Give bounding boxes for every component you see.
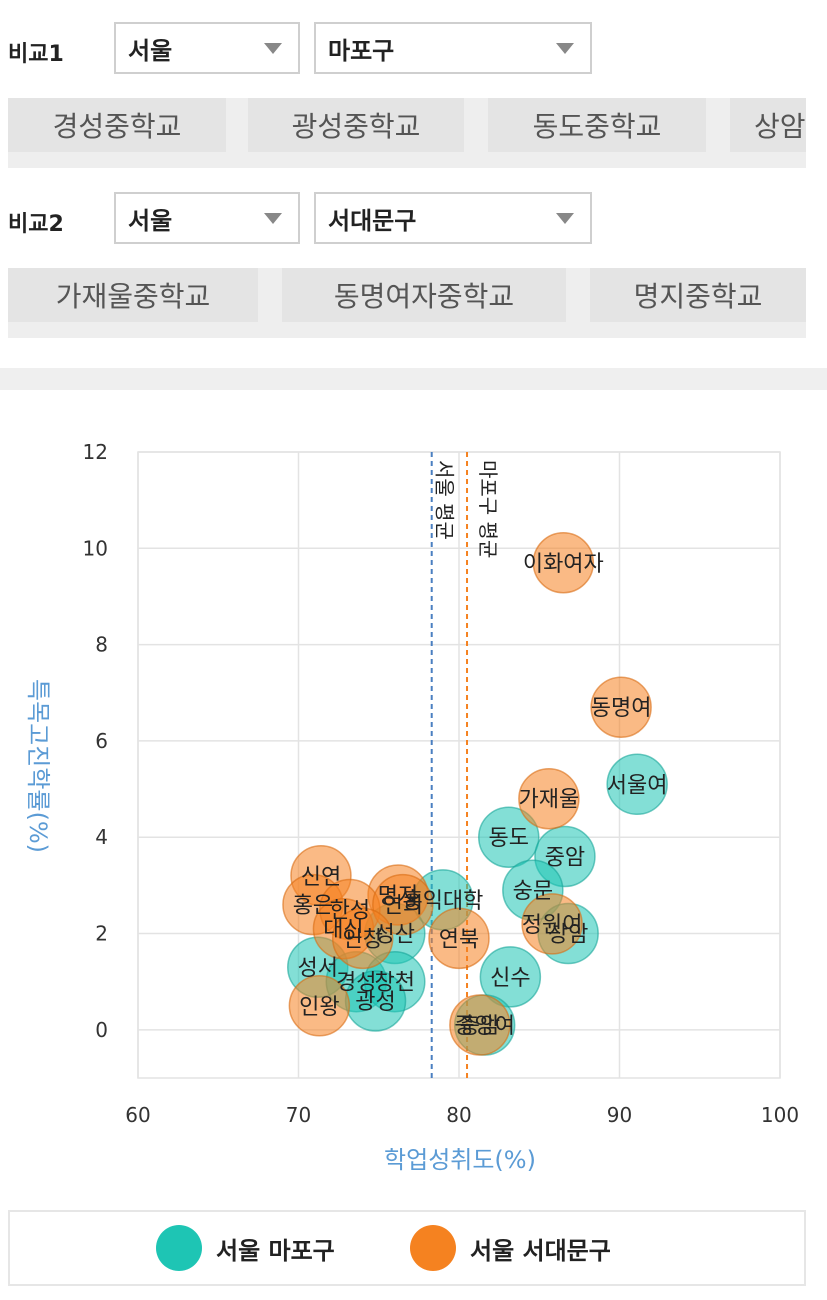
reference-line-label: 서울 평균 bbox=[433, 460, 457, 540]
legend-item-mapo[interactable]: 서울 마포구 bbox=[156, 1212, 335, 1284]
data-point[interactable] bbox=[428, 907, 490, 970]
data-label: 이화여자 bbox=[523, 552, 604, 577]
school-chip[interactable]: 가재울중학교 bbox=[8, 268, 258, 322]
y-tick-label: 0 bbox=[95, 1018, 108, 1042]
data-point[interactable] bbox=[288, 975, 351, 1037]
data-label: 홍익대학 bbox=[402, 889, 483, 914]
y-tick-label: 6 bbox=[95, 729, 108, 753]
data-point[interactable] bbox=[372, 873, 434, 936]
chart-legend: 서울 마포구 서울 서대문구 bbox=[8, 1210, 806, 1286]
y-tick-label: 8 bbox=[95, 633, 108, 657]
data-label: 창천 bbox=[375, 971, 415, 996]
data-label: 경성 bbox=[336, 971, 376, 996]
legend-swatch bbox=[156, 1225, 202, 1271]
y-axis-ticks: 0 2 4 6 8 10 12 bbox=[83, 440, 108, 1042]
x-tick-label: 90 bbox=[607, 1103, 632, 1127]
compare2-region-select[interactable]: 서울 bbox=[114, 192, 300, 244]
chevron-down-icon bbox=[264, 213, 282, 224]
data-label: 명지 bbox=[378, 884, 418, 909]
data-label: 광성 bbox=[355, 990, 395, 1015]
data-label: 가재울 bbox=[519, 788, 580, 813]
chevron-down-icon bbox=[264, 43, 282, 54]
school-chip[interactable]: 상암중학교 bbox=[730, 98, 806, 152]
school-chip[interactable]: 동도중학교 bbox=[488, 98, 706, 152]
compare2-school-list: 가재울중학교 동명여자중학교 명지중학교 bbox=[8, 268, 806, 338]
school-chip[interactable]: 광성중학교 bbox=[248, 98, 464, 152]
y-tick-label: 2 bbox=[95, 922, 108, 946]
reference-line-label: 마포구 평균 bbox=[476, 460, 500, 558]
data-label: 신연 bbox=[301, 865, 341, 890]
data-label: 동도 bbox=[489, 826, 529, 851]
data-label: 동명여 bbox=[591, 696, 652, 721]
data-label: 인왕 bbox=[299, 995, 339, 1020]
legend-swatch bbox=[410, 1225, 456, 1271]
chevron-down-icon bbox=[556, 213, 574, 224]
data-label: 중암 bbox=[545, 845, 585, 870]
compare1-label: 비교1 bbox=[8, 42, 64, 67]
y-tick-label: 12 bbox=[83, 440, 108, 464]
x-axis-title: 학업성취도(%) bbox=[384, 1146, 536, 1174]
compare2-district-select[interactable]: 서대문구 bbox=[314, 192, 592, 244]
school-chip[interactable]: 동명여자중학교 bbox=[282, 268, 566, 322]
data-label: 홍은 bbox=[293, 894, 333, 919]
chart-grid bbox=[137, 451, 781, 1079]
data-label: 연북 bbox=[439, 927, 479, 952]
data-point[interactable] bbox=[331, 907, 394, 970]
compare1-region-value: 서울 bbox=[128, 36, 173, 65]
data-label: 상암 bbox=[548, 923, 588, 948]
data-label: 충암 bbox=[460, 1014, 500, 1039]
x-tick-label: 70 bbox=[286, 1103, 311, 1127]
data-point[interactable] bbox=[479, 946, 542, 1008]
data-point[interactable] bbox=[606, 753, 668, 816]
data-label: 성서 bbox=[298, 956, 338, 981]
legend-label: 서울 마포구 bbox=[216, 1236, 335, 1265]
data-label: 숭문 bbox=[513, 879, 553, 904]
data-point[interactable] bbox=[518, 767, 580, 830]
y-axis-title: 특목고진학률(%) bbox=[24, 679, 52, 853]
compare1-region-select[interactable]: 서울 bbox=[114, 22, 300, 74]
compare2-region-value: 서울 bbox=[128, 206, 173, 235]
chevron-down-icon bbox=[556, 43, 574, 54]
compare1-district-value: 마포구 bbox=[328, 36, 395, 65]
data-point[interactable] bbox=[590, 676, 652, 738]
x-tick-label: 100 bbox=[761, 1103, 799, 1127]
data-point[interactable] bbox=[521, 893, 583, 955]
x-axis-ticks: 60 70 80 90 100 bbox=[125, 1103, 799, 1127]
data-point[interactable] bbox=[532, 532, 595, 594]
legend-item-seodaemun[interactable]: 서울 서대문구 bbox=[410, 1212, 611, 1284]
bubble-chart: 0 2 4 6 8 10 12 60 70 80 90 100 서울 평균 마포구 평균 서울여동도중… bbox=[24, 440, 799, 1174]
section-divider bbox=[0, 368, 827, 390]
data-points bbox=[282, 532, 668, 1056]
x-tick-label: 80 bbox=[446, 1103, 471, 1127]
school-chip[interactable]: 명지중학교 bbox=[590, 268, 806, 322]
school-chip[interactable]: 경성중학교 bbox=[8, 98, 226, 152]
compare2-district-value: 서대문구 bbox=[328, 206, 417, 235]
data-label: 성산 bbox=[375, 923, 415, 948]
y-tick-label: 4 bbox=[95, 825, 108, 849]
x-tick-label: 60 bbox=[125, 1103, 150, 1127]
compare1-district-select[interactable]: 마포구 bbox=[314, 22, 592, 74]
y-tick-label: 10 bbox=[83, 536, 108, 560]
data-label: 정원여 bbox=[522, 913, 583, 938]
compare2-label: 비교2 bbox=[8, 212, 64, 237]
data-label: 신수 bbox=[490, 966, 530, 991]
data-label: 한성 bbox=[330, 898, 370, 923]
data-label: 중앙여 bbox=[454, 1014, 515, 1039]
reference-lines: 서울 평균 마포구 평균 bbox=[430, 452, 500, 1078]
legend-label: 서울 서대문구 bbox=[470, 1236, 611, 1265]
data-point[interactable] bbox=[478, 806, 540, 868]
data-label: 대신 bbox=[323, 918, 363, 943]
data-label: 연희 bbox=[383, 894, 423, 919]
data-label: 서울여 bbox=[607, 773, 668, 798]
compare1-school-list: 경성중학교 광성중학교 동도중학교 상암중학교 bbox=[8, 98, 806, 168]
data-label: 인창 bbox=[342, 927, 382, 952]
data-point[interactable] bbox=[449, 994, 511, 1056]
